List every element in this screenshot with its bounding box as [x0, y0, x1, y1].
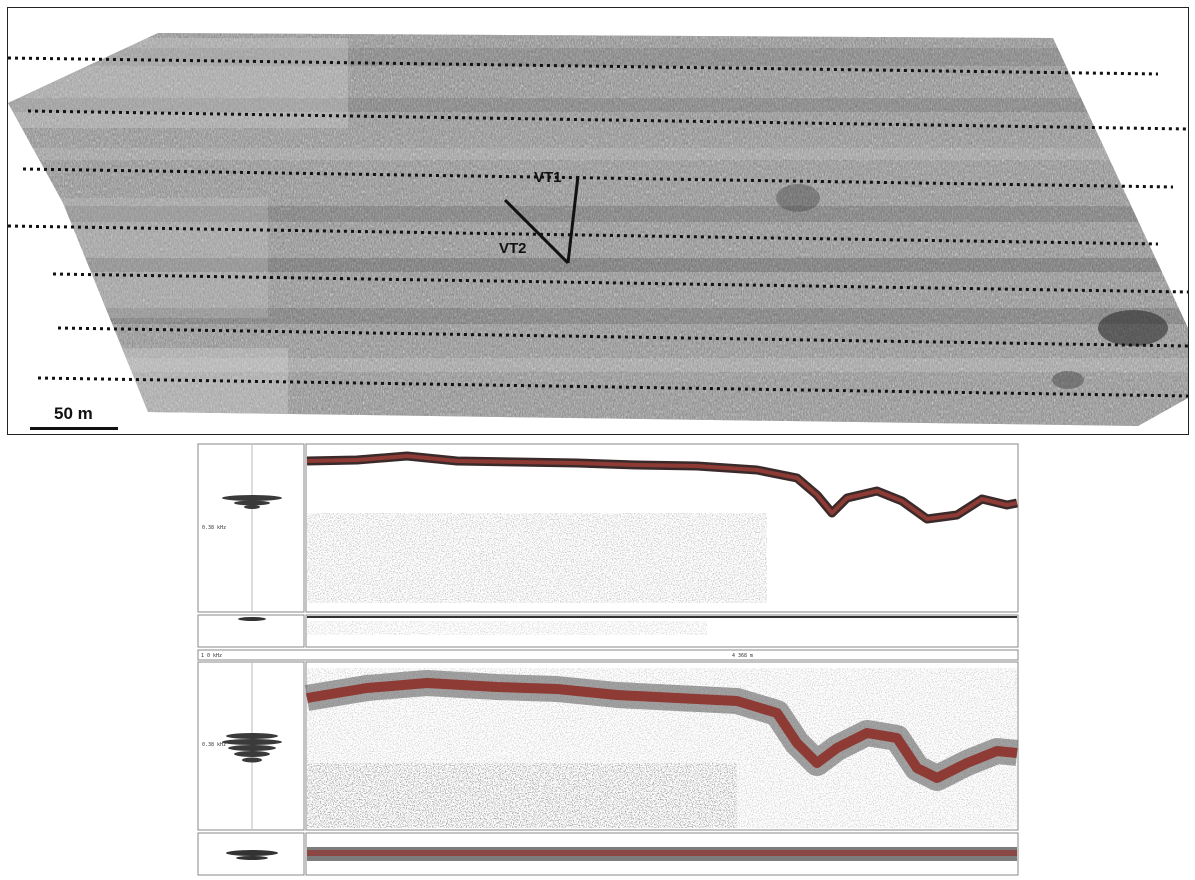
survey-line	[8, 224, 1159, 246]
survey-line	[37, 376, 1189, 398]
video-transects	[503, 175, 580, 265]
upper-pulse-icon	[222, 495, 282, 509]
lower-channel-label: 0.38 kHz	[202, 742, 226, 748]
mosaic-imagery	[8, 33, 1188, 426]
lower-strip-pulse-icon	[226, 850, 278, 860]
transect-label-vt2: VT2	[499, 240, 527, 257]
survey-line	[22, 167, 1174, 189]
upper-channel-label: 0.38 kHz	[202, 525, 226, 531]
transect-vt2	[503, 198, 570, 265]
echogram-svg: 0.38 kHz 1 0 kHz 4 368 m 0.38 kHz	[197, 443, 1019, 876]
survey-line	[52, 272, 1189, 294]
scale-bar-label: 50 m	[54, 404, 93, 423]
upper-strip-pulse-icon	[238, 617, 266, 621]
upper-echogram	[306, 451, 1018, 603]
sonar-mosaic-svg: VT1 VT2	[8, 33, 1189, 426]
survey-line	[8, 56, 1159, 76]
survey-line	[27, 109, 1189, 131]
echogram-frames	[197, 443, 1019, 876]
survey-lines	[8, 56, 1189, 398]
scale-bar	[30, 427, 118, 430]
divider-center-label: 4 368 m	[732, 653, 753, 659]
echogram-panel: 0.38 kHz 1 0 kHz 4 368 m 0.38 kHz	[197, 443, 1020, 877]
sonar-mosaic-panel: VT1 VT2	[7, 7, 1189, 435]
transect-label-vt1: VT1	[534, 169, 562, 186]
lower-pulse-icon	[222, 733, 282, 763]
divider-left-label: 1 0 kHz	[201, 653, 222, 659]
transect-vt1	[566, 175, 580, 264]
lower-echogram	[304, 668, 1019, 828]
